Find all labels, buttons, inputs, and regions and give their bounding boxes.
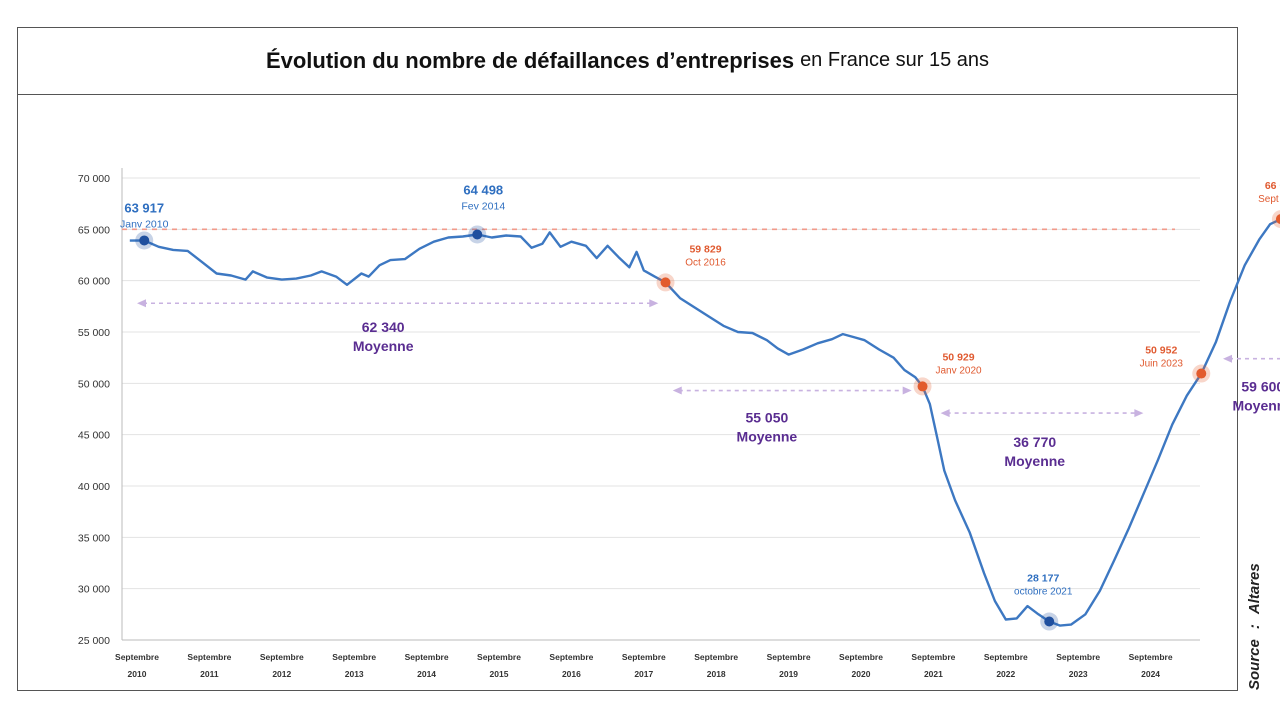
- y-tick-label: 70 000: [78, 173, 110, 185]
- y-tick-label: 40 000: [78, 481, 110, 493]
- highlight-date: Fev 2014: [461, 200, 505, 212]
- x-tick-label-year: 2016: [562, 669, 581, 679]
- highlight-date: Juin 2023: [1140, 359, 1184, 370]
- chart-title-bold: Évolution du nombre de défaillances d’en…: [265, 47, 795, 73]
- average-arrow-head-right: [1134, 409, 1144, 418]
- highlight-date: Janv 2020: [935, 365, 982, 376]
- x-tick-label-year: 2022: [996, 669, 1015, 679]
- x-tick-label-month: Septembre: [115, 652, 159, 662]
- x-tick-label-month: Septembre: [911, 652, 955, 662]
- highlight-date: Sept 2024: [1258, 194, 1280, 205]
- x-tick-label-year: 2012: [272, 669, 291, 679]
- source-separator: :: [1246, 624, 1263, 630]
- y-tick-label: 60 000: [78, 276, 110, 288]
- average-arrow-head-left: [137, 299, 146, 308]
- highlight-value: 59 829: [689, 243, 721, 255]
- highlight-date: Oct 2016: [685, 257, 726, 268]
- chart-title: Évolution du nombre de défaillances d’en…: [17, 27, 1238, 95]
- average-arrow-head-left: [940, 409, 950, 418]
- highlight-value: 50 952: [1145, 345, 1177, 357]
- x-tick-label-year: 2017: [634, 669, 653, 679]
- average-value: 55 050: [745, 409, 788, 425]
- x-tick-label-month: Septembre: [622, 652, 666, 662]
- source-label: Source: [1246, 639, 1263, 690]
- highlight-value: 63 917: [124, 200, 164, 215]
- x-tick-label-month: Septembre: [1129, 652, 1173, 662]
- average-label: Moyenne: [737, 428, 798, 444]
- highlight-date: octobre 2021: [1014, 587, 1073, 598]
- y-tick-label: 45 000: [78, 430, 110, 442]
- average-arrow-head-left: [672, 386, 682, 395]
- series-line: [129, 218, 1280, 627]
- x-tick-label-month: Septembre: [767, 652, 811, 662]
- y-tick-label: 65 000: [78, 224, 110, 236]
- highlight-point: [472, 229, 483, 240]
- y-tick-label: 25 000: [78, 635, 110, 647]
- highlight-value: 64 498: [463, 182, 503, 197]
- x-tick-label-year: 2018: [707, 669, 726, 679]
- x-tick-label-year: 2015: [490, 669, 509, 679]
- x-tick-label-month: Septembre: [187, 652, 231, 662]
- x-tick-label-month: Septembre: [1056, 652, 1100, 662]
- highlight-point: [917, 381, 928, 392]
- x-tick-label-month: Septembre: [549, 652, 593, 662]
- average-label: Moyenne: [353, 338, 414, 354]
- highlight-point: [660, 277, 671, 288]
- x-tick-label-month: Septembre: [405, 652, 449, 662]
- x-tick-label-year: 2019: [779, 669, 798, 679]
- average-label: Moyenne: [1232, 398, 1280, 414]
- average-value: 36 770: [1013, 434, 1056, 450]
- x-tick-label-month: Septembre: [332, 652, 376, 662]
- highlight-point: [139, 235, 150, 246]
- y-tick-label: 55 000: [78, 327, 110, 339]
- x-tick-label-month: Septembre: [477, 652, 521, 662]
- average-arrow-head-right: [902, 386, 912, 395]
- highlight-date: Janv 2010: [120, 218, 169, 230]
- y-tick-label: 50 000: [78, 378, 110, 390]
- source-credit: Source: Altares: [1246, 490, 1263, 690]
- highlight-value: 50 929: [942, 351, 974, 363]
- highlight-point: [1275, 214, 1280, 224]
- average-arrow-head-right: [649, 299, 659, 308]
- x-tick-label-month: Septembre: [260, 652, 304, 662]
- average-value: 59 600: [1241, 379, 1280, 395]
- average-arrow-head-left: [1223, 354, 1232, 363]
- x-tick-label-year: 2010: [128, 669, 147, 679]
- x-tick-label-month: Septembre: [694, 652, 738, 662]
- highlight-point: [1196, 368, 1207, 379]
- source-value: Altares: [1246, 563, 1263, 615]
- x-tick-label-year: 2021: [924, 669, 943, 679]
- x-tick-label-year: 2011: [200, 669, 219, 679]
- x-tick-label-month: Septembre: [984, 652, 1028, 662]
- average-label: Moyenne: [1004, 453, 1065, 469]
- highlight-value: 28 177: [1027, 573, 1059, 585]
- y-tick-label: 35 000: [78, 532, 110, 544]
- chart-title-normal: en France sur 15 ans: [800, 49, 990, 71]
- average-value: 62 340: [362, 319, 405, 335]
- x-tick-label-year: 2014: [417, 669, 436, 679]
- y-tick-label: 30 000: [78, 584, 110, 596]
- x-tick-label-month: Septembre: [839, 652, 883, 662]
- x-tick-label-year: 2013: [345, 669, 364, 679]
- x-tick-label-year: 2023: [1069, 669, 1088, 679]
- highlight-value: 66 000: [1265, 180, 1280, 192]
- x-tick-label-year: 2024: [1141, 669, 1160, 679]
- x-tick-label-year: 2020: [852, 669, 871, 679]
- highlight-point: [1044, 616, 1055, 627]
